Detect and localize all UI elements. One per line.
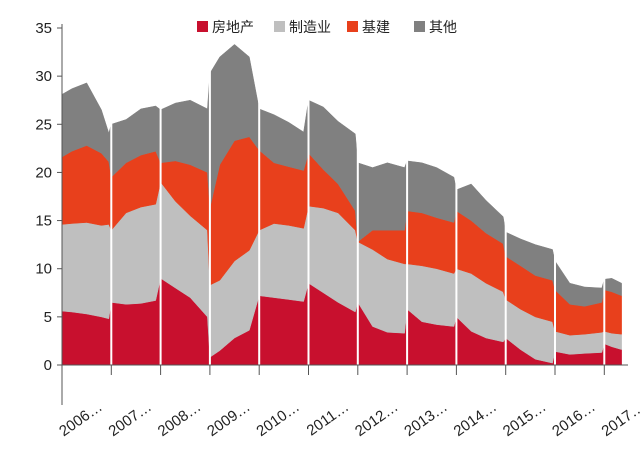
x-tick-label: 2012… xyxy=(352,398,401,440)
x-tick-label: 2013… xyxy=(401,398,450,440)
x-tick-label: 2010… xyxy=(253,398,302,440)
year-separator xyxy=(603,28,606,365)
y-axis-ticks: 0 5 10 15 20 25 30 35 xyxy=(35,20,62,374)
year-separator xyxy=(356,28,359,365)
year-separator xyxy=(307,28,310,365)
area-series-4 xyxy=(61,44,622,307)
legend-swatch xyxy=(274,21,285,32)
x-tick-label: 2008… xyxy=(155,398,204,440)
x-tick-label: 2016… xyxy=(549,398,598,440)
legend: 房地产 制造业 基建 其他 xyxy=(197,19,457,36)
year-separator xyxy=(208,28,211,365)
x-tick-label: 2017… xyxy=(599,398,640,440)
y-tick-label: 10 xyxy=(35,261,52,278)
legend-swatch xyxy=(347,21,358,32)
x-tick-label: 2009… xyxy=(204,398,253,440)
legend-label: 其他 xyxy=(429,20,457,36)
x-tick-label: 2015… xyxy=(500,398,549,440)
y-tick-label: 5 xyxy=(44,309,52,326)
y-tick-label: 25 xyxy=(35,116,52,133)
axes xyxy=(61,24,628,405)
year-separator xyxy=(258,28,261,365)
year-separator xyxy=(554,28,556,365)
x-tick-label: 2011… xyxy=(304,398,352,439)
y-tick-label: 15 xyxy=(35,213,52,230)
legend-label: 基建 xyxy=(362,19,390,36)
y-tick-label: 30 xyxy=(35,68,52,85)
x-tick-label: 2006… xyxy=(56,398,105,440)
year-separator xyxy=(406,28,409,365)
x-tick-label: 2007… xyxy=(106,398,155,440)
y-tick-label: 20 xyxy=(35,164,52,181)
legend-label: 房地产 xyxy=(212,20,254,36)
year-separator xyxy=(110,28,113,365)
y-tick-label: 35 xyxy=(35,20,52,37)
legend-swatch xyxy=(197,21,208,32)
x-axis-ticks: 2006… 2007… 2008… 2009… 2010… 2011… 2012… 2013…… xyxy=(56,365,640,440)
plot-area xyxy=(61,28,622,366)
year-separator xyxy=(455,28,458,365)
y-tick-label: 0 xyxy=(44,357,52,374)
year-separator xyxy=(159,28,162,365)
x-tick-label: 2014… xyxy=(451,398,500,440)
legend-label: 制造业 xyxy=(289,20,331,36)
legend-swatch xyxy=(414,21,425,32)
year-separator xyxy=(504,28,507,365)
